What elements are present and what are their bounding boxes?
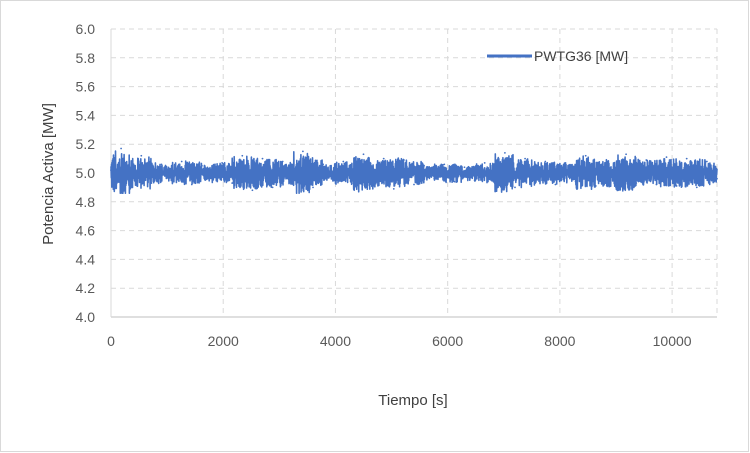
data-point bbox=[554, 183, 557, 186]
data-point bbox=[433, 177, 436, 180]
data-point bbox=[493, 182, 496, 184]
data-point bbox=[625, 153, 627, 156]
x-axis-title: Tiempo [s] bbox=[378, 392, 447, 409]
data-point bbox=[382, 157, 385, 160]
data-point bbox=[170, 179, 173, 182]
data-point bbox=[534, 182, 537, 184]
data-point bbox=[473, 179, 476, 182]
data-point bbox=[120, 147, 122, 150]
data-point bbox=[685, 157, 688, 160]
data-point bbox=[201, 164, 203, 167]
data-point bbox=[665, 156, 668, 159]
series-line-pwtg36 bbox=[110, 150, 718, 194]
data-point bbox=[291, 180, 294, 183]
data-point bbox=[221, 162, 224, 164]
data-point bbox=[160, 163, 163, 166]
x-tick-label: 4000 bbox=[320, 333, 351, 349]
data-point bbox=[241, 154, 244, 157]
x-tick-label: 10000 bbox=[653, 333, 692, 349]
data-point bbox=[342, 160, 345, 163]
y-tick-label: 5.2 bbox=[76, 136, 96, 152]
data-point bbox=[453, 180, 456, 183]
data-point bbox=[655, 183, 658, 186]
data-point bbox=[403, 159, 405, 161]
data-point bbox=[645, 159, 648, 161]
data-point bbox=[140, 154, 143, 157]
data-point bbox=[635, 182, 638, 184]
data-point bbox=[514, 186, 516, 189]
data-point bbox=[261, 157, 264, 160]
data-point bbox=[463, 166, 466, 169]
x-tick-label: 8000 bbox=[544, 333, 575, 349]
data-point bbox=[372, 183, 375, 186]
data-point bbox=[443, 163, 446, 166]
tick-labels: 4.0 4.2 4.4 4.6 4.8 5.0 5.2 5.4 5.6 5.8 6.0 0 2000 40… bbox=[76, 21, 692, 349]
x-tick-label: 6000 bbox=[432, 333, 463, 349]
data-point bbox=[716, 177, 718, 180]
data-point bbox=[271, 186, 274, 189]
data-point bbox=[615, 186, 617, 189]
y-axis-title: Potencia Activa [MW] bbox=[40, 103, 57, 245]
data-point bbox=[312, 186, 314, 189]
y-tick-label: 4.2 bbox=[76, 280, 96, 296]
data-point bbox=[211, 177, 213, 180]
y-tick-label: 4.0 bbox=[76, 309, 96, 325]
y-tick-label: 5.4 bbox=[76, 107, 96, 123]
data-point bbox=[392, 187, 395, 190]
data-point bbox=[594, 185, 597, 187]
data-point bbox=[251, 189, 254, 192]
data-point bbox=[352, 182, 355, 184]
data-point bbox=[574, 180, 577, 183]
x-tick-label: 2000 bbox=[208, 333, 239, 349]
data-point bbox=[413, 183, 415, 186]
data-point bbox=[524, 157, 526, 160]
data-point bbox=[110, 169, 112, 172]
data-point bbox=[130, 186, 133, 189]
data-point bbox=[322, 163, 324, 166]
data-point bbox=[564, 162, 567, 164]
legend: PWTG36 [MW] bbox=[487, 48, 628, 64]
legend-label: PWTG36 [MW] bbox=[534, 48, 628, 64]
y-tick-label: 4.6 bbox=[76, 223, 96, 239]
y-tick-label: 4.4 bbox=[76, 251, 96, 267]
data-point bbox=[180, 160, 183, 163]
data-point bbox=[362, 153, 365, 156]
data-point bbox=[605, 162, 607, 164]
y-tick-label: 5.6 bbox=[76, 79, 96, 95]
data-point bbox=[190, 183, 193, 186]
data-point bbox=[281, 160, 284, 163]
data-point bbox=[302, 150, 304, 153]
data-point bbox=[150, 182, 153, 184]
data-point bbox=[544, 160, 547, 163]
y-tick-label: 5.0 bbox=[76, 165, 96, 181]
data-point bbox=[231, 182, 234, 184]
data-point bbox=[483, 162, 486, 164]
y-tick-label: 4.8 bbox=[76, 194, 96, 210]
y-tick-label: 5.8 bbox=[76, 50, 96, 66]
series-layer bbox=[110, 147, 718, 194]
data-point bbox=[675, 185, 678, 187]
data-point bbox=[423, 164, 425, 167]
data-point bbox=[584, 154, 587, 157]
x-tick-label: 0 bbox=[107, 333, 115, 349]
data-point bbox=[706, 160, 708, 163]
data-point bbox=[695, 186, 698, 189]
data-point bbox=[504, 151, 506, 154]
y-tick-label: 6.0 bbox=[76, 21, 96, 37]
data-point bbox=[332, 179, 335, 182]
